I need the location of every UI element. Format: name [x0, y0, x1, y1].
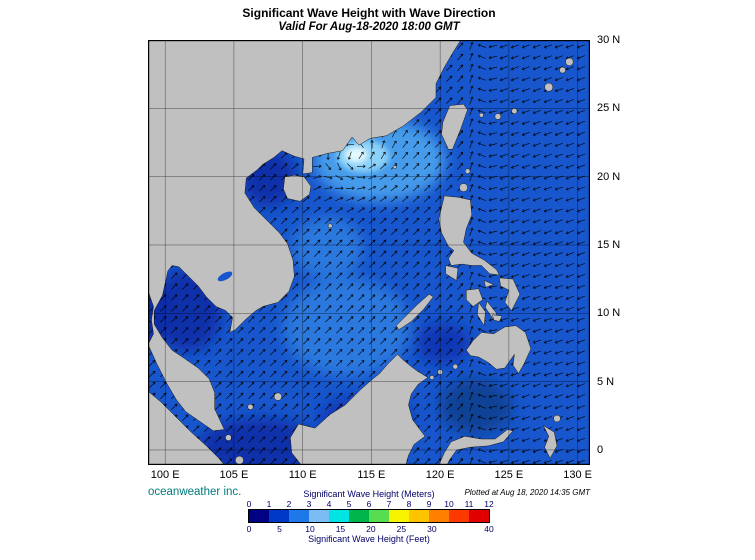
longitude-axis: 100 E 105 E 110 E 115 E 120 E 125 E 130 E: [148, 469, 592, 483]
oceanweather-brand: oceanweather inc.: [148, 486, 242, 498]
legend-meter-tick-4: 4: [326, 499, 332, 509]
lon-tick-115: 115 E: [357, 469, 386, 481]
legend-meter-tick-12: 12: [484, 499, 494, 509]
wave-map-canvas: [148, 40, 590, 465]
legend-color-segment-7: [389, 510, 409, 522]
page-title: Significant Wave Height with Wave Direct…: [242, 6, 496, 20]
legend-color-segment-9: [429, 510, 449, 522]
legend-color-segment-11: [469, 510, 489, 522]
lat-tick-15: 15 N: [597, 238, 621, 251]
legend-color-segment-6: [369, 510, 389, 522]
map-area: [148, 40, 590, 465]
legend-feet-tick-25: 25: [396, 524, 407, 534]
legend-color-segment-5: [349, 510, 369, 522]
legend-feet-tick-40: 40: [484, 524, 494, 534]
lon-tick-105: 105 E: [219, 469, 249, 481]
legend-feet-tick-30: 30: [427, 524, 437, 534]
legend-meter-tick-2: 2: [286, 499, 292, 509]
legend-color-segment-10: [449, 510, 469, 522]
legend-colorbar: [248, 509, 490, 523]
lat-tick-0: 0: [597, 443, 604, 456]
legend-feet-tick-10: 10: [305, 524, 315, 534]
legend-color-segment-1: [269, 510, 289, 522]
legend-title-meters: Significant Wave Height (Meters): [303, 489, 435, 499]
lon-tick-110: 110 E: [288, 469, 317, 481]
plotted-timestamp: Plotted at Aug 18, 2020 14:35 GMT: [464, 488, 590, 497]
legend-meter-tick-8: 8: [406, 499, 412, 509]
land-masses: [148, 40, 574, 465]
legend-color-segment-3: [309, 510, 329, 522]
page-subtitle: Valid For Aug-18-2020 18:00 GMT: [278, 21, 460, 33]
legend-feet-tick-20: 20: [366, 524, 376, 534]
legend-meter-tick-5: 5: [346, 499, 352, 509]
legend-feet-tick-15: 15: [335, 524, 346, 534]
latitude-axis: 0 5 N 10 N 15 N 20 N 25 N 30 N: [594, 34, 639, 465]
legend-meter-ticks: 0 1 2 3 4 5 6 7 8 9 10 11 12: [246, 499, 494, 509]
legend-feet-tick-0: 0: [246, 524, 252, 534]
legend-meter-tick-11: 11: [464, 499, 474, 509]
lat-tick-20: 20 N: [597, 170, 621, 183]
legend-feet-tick-5: 5: [277, 524, 282, 534]
legend-meter-tick-10: 10: [444, 499, 454, 509]
legend-color-segment-4: [329, 510, 349, 522]
lon-tick-130: 130 E: [563, 469, 592, 481]
lat-tick-30: 30 N: [597, 34, 621, 46]
legend-meter-tick-7: 7: [386, 499, 392, 509]
lat-tick-5: 5 N: [597, 375, 615, 388]
legend-meter-tick-1: 1: [266, 499, 272, 509]
lon-tick-120: 120 E: [425, 469, 455, 481]
legend-color-segment-8: [409, 510, 429, 522]
legend-meter-tick-6: 6: [366, 499, 372, 509]
lat-tick-10: 10 N: [597, 307, 621, 320]
graticule: [148, 40, 590, 465]
legend-meter-tick-3: 3: [306, 499, 312, 509]
legend-feet-ticks: 0 5 10 15 20 25 30 40: [246, 524, 494, 534]
lon-tick-125: 125 E: [494, 469, 524, 481]
legend-color-segment-2: [289, 510, 309, 522]
legend-color-segment-0: [249, 510, 269, 522]
legend-meter-tick-0: 0: [246, 499, 252, 509]
lat-tick-25: 25 N: [597, 102, 621, 115]
legend-title-feet: Significant Wave Height (Feet): [308, 534, 430, 544]
legend-meter-tick-9: 9: [426, 499, 432, 509]
lon-tick-100: 100 E: [150, 469, 180, 481]
